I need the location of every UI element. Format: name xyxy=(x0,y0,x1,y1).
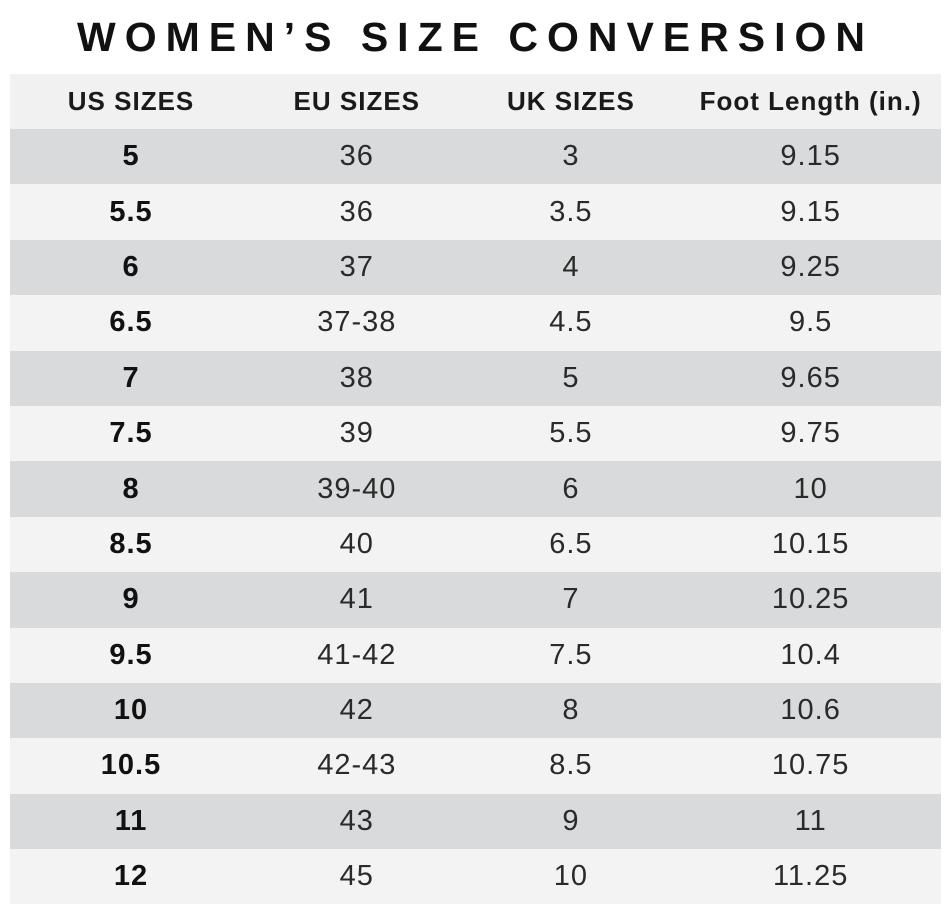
table-row: 11 43 9 11 xyxy=(10,793,941,850)
cell-foot-length: 9.5 xyxy=(680,295,941,351)
cell-foot-length: 9.25 xyxy=(680,239,941,296)
cell-eu-size: 40 xyxy=(252,516,462,573)
cell-uk-size: 5 xyxy=(461,350,681,406)
cell-us-size: 6.5 xyxy=(10,295,253,351)
cell-us-size: 10.5 xyxy=(10,738,253,794)
cell-uk-size: 8.5 xyxy=(461,738,681,794)
cell-foot-length: 9.15 xyxy=(680,129,941,185)
cell-eu-size: 37 xyxy=(252,239,462,296)
table-row: 12 45 10 11.25 xyxy=(10,849,941,905)
cell-foot-length: 9.15 xyxy=(680,184,941,240)
cell-eu-size: 36 xyxy=(252,129,462,185)
cell-foot-length: 9.65 xyxy=(680,350,941,406)
cell-uk-size: 3.5 xyxy=(461,184,681,240)
cell-us-size: 6 xyxy=(10,239,253,296)
cell-us-size: 8.5 xyxy=(10,516,253,573)
cell-foot-length: 9.75 xyxy=(680,405,941,462)
cell-uk-size: 5.5 xyxy=(461,405,681,462)
cell-foot-length: 10.4 xyxy=(680,627,941,683)
column-header-foot-length: Foot Length (in.) xyxy=(680,74,941,129)
cell-uk-size: 9 xyxy=(461,793,681,850)
cell-foot-length: 11.25 xyxy=(680,849,941,905)
cell-uk-size: 7.5 xyxy=(461,627,681,683)
table-row: 8 39-40 6 10 xyxy=(10,461,941,517)
table-row: 6.5 37-38 4.5 9.5 xyxy=(10,295,941,351)
table-row: 8.5 40 6.5 10.15 xyxy=(10,516,941,573)
cell-us-size: 5.5 xyxy=(10,184,253,240)
cell-uk-size: 10 xyxy=(461,849,681,905)
cell-us-size: 5 xyxy=(10,129,253,185)
cell-uk-size: 6.5 xyxy=(461,516,681,573)
cell-foot-length: 10 xyxy=(680,461,941,517)
table-row: 7 38 5 9.65 xyxy=(10,350,941,406)
cell-uk-size: 7 xyxy=(461,572,681,628)
cell-us-size: 10 xyxy=(10,682,253,739)
cell-uk-size: 3 xyxy=(461,129,681,185)
column-header-eu-sizes: EU SIZES xyxy=(252,74,462,129)
cell-foot-length: 10.15 xyxy=(680,516,941,573)
cell-us-size: 8 xyxy=(10,461,253,517)
cell-eu-size: 43 xyxy=(252,793,462,850)
cell-eu-size: 42 xyxy=(252,682,462,739)
page-title: WOMEN’S SIZE CONVERSION xyxy=(77,14,874,60)
table-row: 9 41 7 10.25 xyxy=(10,572,941,628)
table-header-row: US SIZES EU SIZES UK SIZES Foot Length (… xyxy=(10,74,941,129)
cell-eu-size: 39-40 xyxy=(252,461,462,517)
table-row: 6 37 4 9.25 xyxy=(10,239,941,296)
size-conversion-table: US SIZES EU SIZES UK SIZES Foot Length (… xyxy=(10,74,941,905)
cell-foot-length: 11 xyxy=(680,793,941,850)
table-row: 7.5 39 5.5 9.75 xyxy=(10,405,941,462)
table-row: 5.5 36 3.5 9.15 xyxy=(10,184,941,240)
table-row: 5 36 3 9.15 xyxy=(10,129,941,185)
cell-eu-size: 36 xyxy=(252,184,462,240)
cell-foot-length: 10.6 xyxy=(680,682,941,739)
cell-foot-length: 10.25 xyxy=(680,572,941,628)
cell-us-size: 7 xyxy=(10,350,253,406)
cell-eu-size: 41-42 xyxy=(252,627,462,683)
cell-us-size: 7.5 xyxy=(10,405,253,462)
cell-eu-size: 45 xyxy=(252,849,462,905)
cell-us-size: 9.5 xyxy=(10,627,253,683)
table-row: 10 42 8 10.6 xyxy=(10,682,941,739)
cell-uk-size: 4.5 xyxy=(461,295,681,351)
cell-us-size: 9 xyxy=(10,572,253,628)
cell-eu-size: 37-38 xyxy=(252,295,462,351)
cell-eu-size: 42-43 xyxy=(252,738,462,794)
cell-uk-size: 6 xyxy=(461,461,681,517)
table-row: 10.5 42-43 8.5 10.75 xyxy=(10,738,941,794)
cell-us-size: 11 xyxy=(10,793,253,850)
table-row: 9.5 41-42 7.5 10.4 xyxy=(10,627,941,683)
cell-us-size: 12 xyxy=(10,849,253,905)
cell-eu-size: 38 xyxy=(252,350,462,406)
cell-uk-size: 4 xyxy=(461,239,681,296)
cell-foot-length: 10.75 xyxy=(680,738,941,794)
cell-eu-size: 39 xyxy=(252,405,462,462)
cell-uk-size: 8 xyxy=(461,682,681,739)
cell-eu-size: 41 xyxy=(252,572,462,628)
column-header-us-sizes: US SIZES xyxy=(10,74,253,129)
column-header-uk-sizes: UK SIZES xyxy=(461,74,681,129)
